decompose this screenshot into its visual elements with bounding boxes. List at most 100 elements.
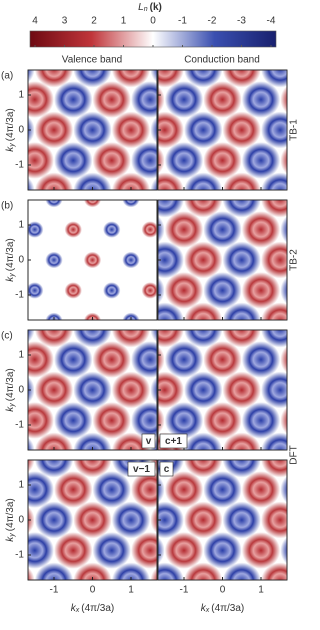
method-label: TB-2 xyxy=(289,249,300,271)
heatmap-blob xyxy=(83,312,102,320)
heatmap-blob xyxy=(158,371,184,409)
heatmap-blob xyxy=(241,341,281,378)
heatmap-blob xyxy=(103,221,121,238)
heatmap-blob xyxy=(222,432,261,450)
x-tick-label: 1 xyxy=(258,585,264,596)
y-tick-label: 0 xyxy=(18,125,24,136)
heatmap-blob xyxy=(73,371,112,409)
heatmap-blob xyxy=(261,330,287,348)
heatmap-blob xyxy=(111,501,151,539)
heatmap-blob xyxy=(222,330,261,348)
heatmap-blob xyxy=(184,562,223,580)
heatmap-blob xyxy=(0,410,16,447)
heatmap-blob xyxy=(158,172,184,190)
heatmap-blob xyxy=(164,532,204,569)
heatmap-blob xyxy=(34,371,74,409)
heatmap-blob xyxy=(150,566,157,580)
heatmap-blob xyxy=(164,81,204,118)
heatmap-blob xyxy=(28,436,35,450)
heatmap-blob xyxy=(0,280,16,317)
heatmap-blob xyxy=(150,176,157,190)
axis-subscript: x xyxy=(205,607,210,614)
heatmap-blob xyxy=(45,200,63,208)
heatmap-blob xyxy=(73,460,112,478)
heatmap-blob xyxy=(28,176,35,190)
heatmap-blob xyxy=(261,371,287,409)
heatmap-blob xyxy=(111,432,151,450)
y-tick-label: 0 xyxy=(18,255,24,266)
heatmap-blob xyxy=(261,111,287,149)
heatmap-blob xyxy=(280,215,287,244)
heatmap-blob xyxy=(184,241,223,279)
heatmap-blob xyxy=(158,111,184,149)
heatmap-blob xyxy=(28,282,44,299)
heatmap-blob xyxy=(280,345,287,374)
heatmap-blob xyxy=(28,142,54,179)
axis-subscript: y xyxy=(9,533,16,538)
heatmap xyxy=(158,311,302,450)
heatmap-blob xyxy=(131,471,157,508)
heatmap-blob xyxy=(34,111,74,149)
heatmap-blob xyxy=(203,211,242,248)
heatmap-blob xyxy=(203,81,242,118)
axis-unit: (4π/3a) xyxy=(5,368,16,401)
heatmap-blob xyxy=(122,312,140,320)
heatmap-blob xyxy=(83,200,102,208)
heatmap-blob xyxy=(73,501,112,539)
heatmap-blob xyxy=(280,406,287,435)
heatmap-blob xyxy=(131,142,157,179)
heatmap-blob xyxy=(300,173,302,210)
heatmap-blob xyxy=(203,142,242,179)
y-axis-label: ky (4π/3a) xyxy=(5,368,16,412)
heatmap-blob xyxy=(280,20,301,57)
figure: Ln (k) 4 3 2 1 0 -1 -2 -3 -4 Valence band Conductio… xyxy=(0,2,302,630)
heatmap-blob xyxy=(184,111,223,149)
heatmap-blob xyxy=(300,311,302,348)
heatmap-blob xyxy=(300,303,302,340)
heatmap-blob xyxy=(184,371,223,409)
heatmap-blob xyxy=(150,70,157,84)
colorbar-tick-label: 0 xyxy=(150,16,156,27)
heatmap-blob xyxy=(92,471,131,508)
heatmap-blob xyxy=(111,172,151,190)
colorbar-tick-label: 2 xyxy=(91,16,97,27)
column-header: Valence band xyxy=(62,55,122,66)
heatmap-blob xyxy=(28,566,35,580)
heatmap-blob xyxy=(158,146,165,175)
heatmap-blob xyxy=(45,251,63,269)
heatmap-blob xyxy=(92,341,131,378)
heatmap-blob xyxy=(241,81,281,118)
heatmap-blob xyxy=(261,460,287,478)
heatmap-blob xyxy=(141,221,157,238)
heatmap-blob xyxy=(222,371,261,409)
heatmap-blob xyxy=(131,593,170,630)
heatmap-blob xyxy=(261,70,287,88)
heatmap-blob xyxy=(222,200,261,218)
inset-label: c xyxy=(164,464,170,475)
heatmap-blob xyxy=(261,200,287,218)
heatmap-blob xyxy=(54,471,93,508)
axis-unit: (4π/3a) xyxy=(5,498,16,531)
x-tick-label: -1 xyxy=(50,585,59,596)
heatmap-blob xyxy=(28,341,54,378)
axis-symbol: k xyxy=(5,406,16,412)
heatmap-blob xyxy=(0,282,5,299)
y-tick-label: 1 xyxy=(18,90,24,101)
heatmap-blob xyxy=(103,282,121,299)
heatmap xyxy=(158,200,302,340)
heatmap-blob xyxy=(184,70,223,88)
heatmap-blob xyxy=(222,241,261,279)
axis-subscript: y xyxy=(9,403,16,408)
heatmap-blob xyxy=(203,272,242,309)
heatmap-blob xyxy=(164,341,204,378)
panel-label: (c) xyxy=(1,331,13,342)
heatmap-blob xyxy=(300,242,302,279)
heatmap-blob xyxy=(28,402,54,439)
heatmap-blob xyxy=(280,276,287,305)
heatmap-blob xyxy=(28,116,35,144)
inset-box xyxy=(127,461,156,477)
heatmap-blob xyxy=(184,460,223,478)
heatmap-blob xyxy=(111,330,151,348)
heatmap-blob xyxy=(241,532,281,569)
heatmap-blob xyxy=(222,70,261,88)
